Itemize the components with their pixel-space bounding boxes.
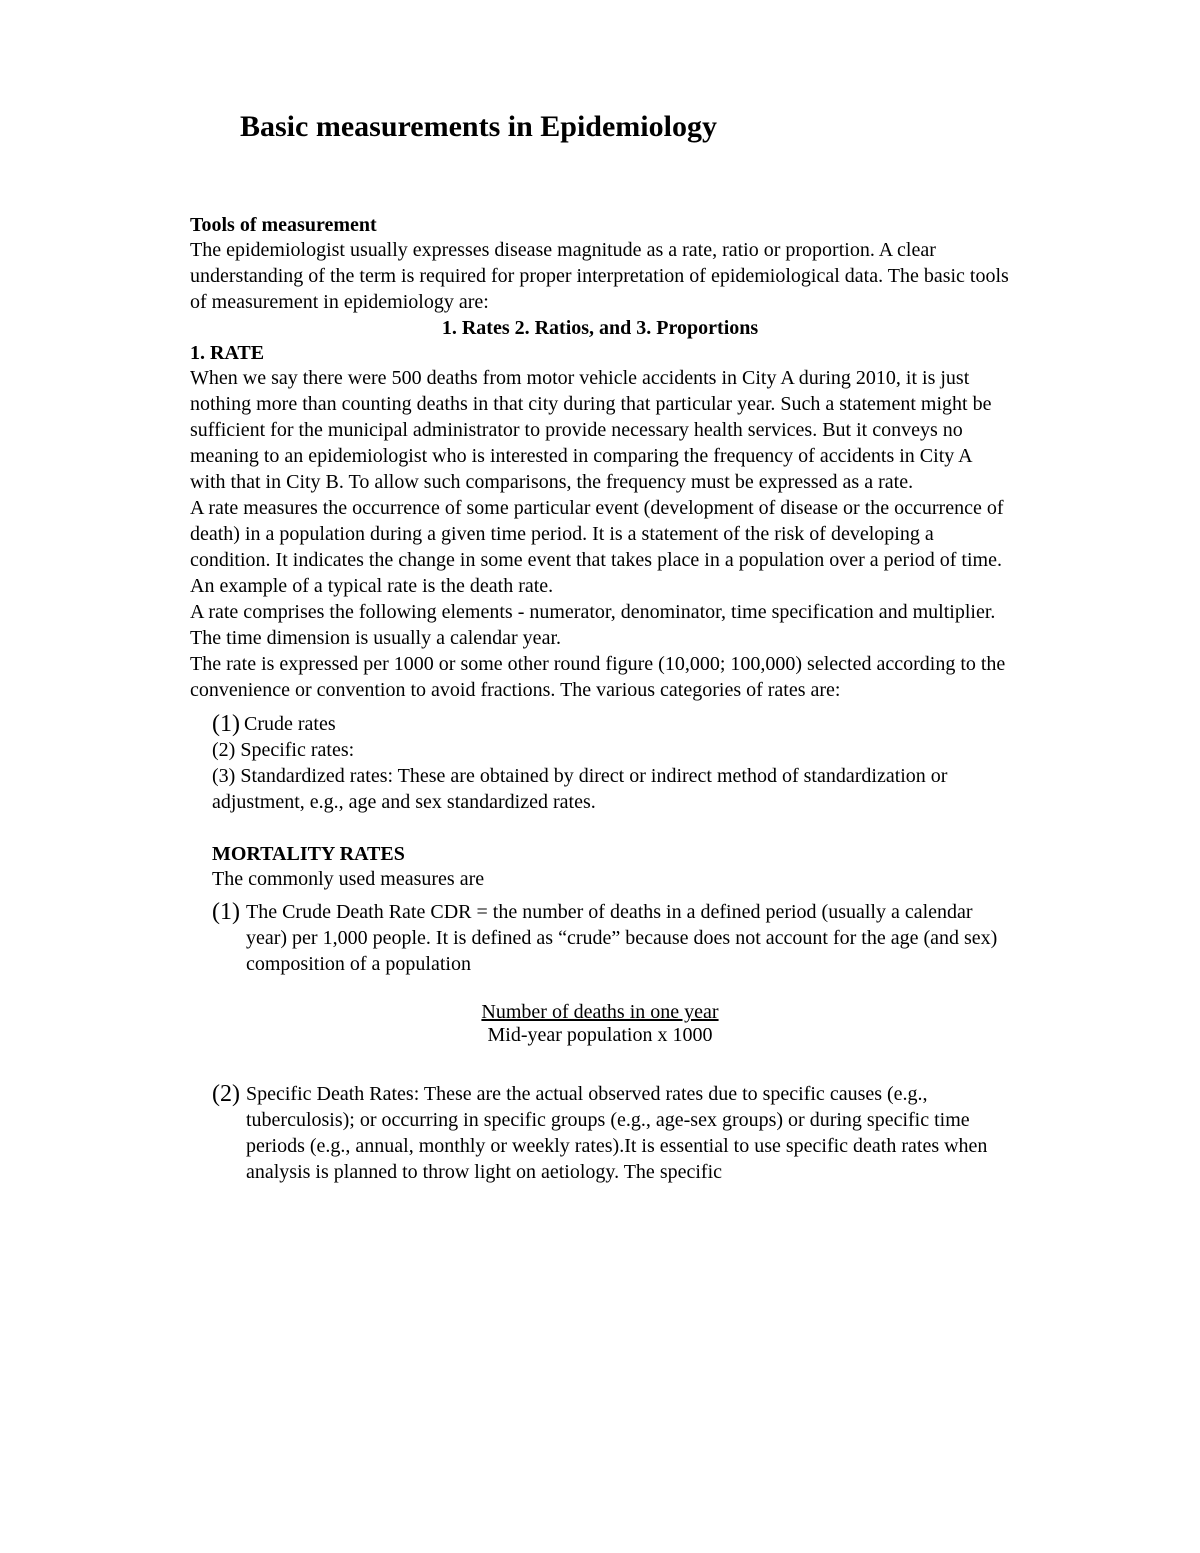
mortality-item-1: (1) The Crude Death Rate CDR = the numbe… — [212, 899, 1010, 977]
mort2-text: Specific Death Rates: These are the actu… — [244, 1081, 1010, 1185]
rate-paragraph-3: A rate comprises the following elements … — [190, 599, 1010, 651]
rate-categories-list: (1) Crude rates (2) Specific rates: (3) … — [212, 711, 1010, 815]
rate-cat1-text: Crude rates — [244, 711, 1010, 737]
cdr-formula-denominator: Mid-year population x 1000 — [190, 1024, 1010, 1047]
cdr-formula-numerator: Number of deaths in one year — [190, 1001, 1010, 1024]
mort2-number: (2) — [212, 1081, 240, 1107]
cdr-formula: Number of deaths in one year Mid-year po… — [190, 1001, 1010, 1047]
rate-category-3: (3) Standardized rates: These are obtain… — [212, 763, 1010, 815]
tools-heading: Tools of measurement — [190, 214, 1010, 237]
mort1-text: The Crude Death Rate CDR = the number of… — [244, 899, 1010, 977]
rate-heading: 1. RATE — [190, 342, 1010, 365]
tools-list: 1. Rates 2. Ratios, and 3. Proportions — [190, 317, 1010, 340]
tools-body: The epidemiologist usually expresses dis… — [190, 237, 1010, 315]
mortality-heading: MORTALITY RATES — [212, 843, 1010, 866]
rate-category-2: (2) Specific rates: — [212, 737, 1010, 763]
mortality-item-2: (2) Specific Death Rates: These are the … — [212, 1081, 1010, 1185]
rate-paragraph-2: A rate measures the occurrence of some p… — [190, 495, 1010, 599]
rate-paragraph-4: The rate is expressed per 1000 or some o… — [190, 651, 1010, 703]
mort1-number: (1) — [212, 899, 240, 925]
mortality-subheading: The commonly used measures are — [212, 868, 1010, 891]
rate-paragraph-1: When we say there were 500 deaths from m… — [190, 365, 1010, 495]
page-title: Basic measurements in Epidemiology — [240, 110, 1010, 144]
rate-cat1-number: (1) — [212, 711, 240, 737]
rate-category-1: (1) Crude rates — [212, 711, 1010, 737]
document-page: Basic measurements in Epidemiology Tools… — [0, 0, 1200, 1245]
